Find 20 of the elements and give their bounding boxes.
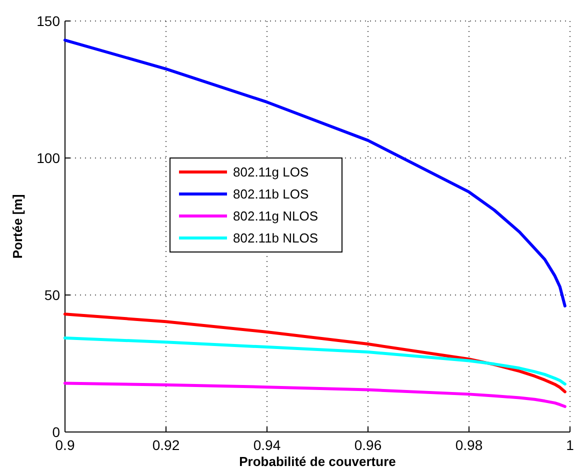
line-series [64, 382, 566, 408]
x-tick-label: 0.94 [253, 437, 281, 453]
y-tick-label: 150 [36, 12, 60, 29]
y-tick-label: 50 [44, 286, 60, 303]
legend-label: 802.11b NLOS [233, 230, 318, 246]
y-tick-label: 100 [36, 150, 60, 166]
legend-label: 802.11g LOS [233, 164, 309, 180]
x-tick-label: 0.9 [55, 437, 75, 453]
line-series [64, 336, 566, 386]
x-tick-label: 0.92 [152, 437, 180, 453]
y-axis-title: Portée [m] [10, 194, 25, 259]
x-tick-label: 0.98 [455, 437, 483, 453]
y-tick-label: 0 [52, 424, 60, 440]
line-series [64, 38, 566, 308]
legend-label: 802.11g NLOS [233, 208, 318, 224]
x-axis-title: Probabilité de couverture [239, 454, 396, 469]
legend-label: 802.11b LOS [233, 186, 309, 202]
x-tick-label: 0.96 [354, 437, 382, 453]
x-tick-label: 1 [566, 437, 574, 453]
line-series [64, 312, 566, 394]
